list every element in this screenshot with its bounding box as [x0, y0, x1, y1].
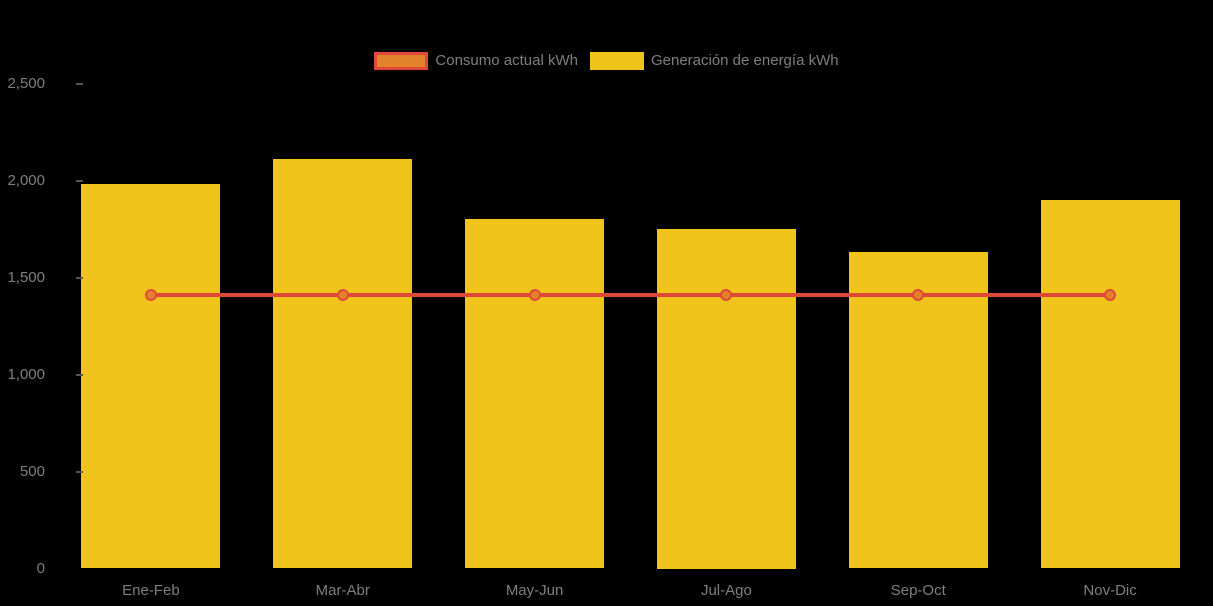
y-tick-label: 500 — [19, 462, 45, 480]
y-tick-mark — [76, 373, 83, 376]
bar-nov-dic[interactable] — [1040, 199, 1180, 569]
line-point-mar-abr[interactable] — [336, 288, 349, 301]
line-point-may-jun[interactable] — [528, 288, 541, 301]
legend-item-consumo-actual[interactable]: Consumo actual kWh — [374, 52, 578, 70]
chart-legend: Consumo actual kWh Generación de energía… — [0, 52, 1213, 70]
x-tick-label: Ene-Feb — [122, 582, 180, 599]
bar-sep-oct[interactable] — [848, 252, 988, 569]
legend-swatch-consumo-icon — [374, 52, 429, 70]
y-tick-mark — [76, 82, 83, 85]
y-tick-label: 1,000 — [7, 365, 45, 383]
legend-label-generacion-energia: Generación de energía kWh — [650, 52, 839, 69]
bar-ene-feb[interactable] — [81, 184, 221, 569]
consumption-line — [150, 292, 1111, 297]
line-point-sep-oct[interactable] — [912, 288, 925, 301]
y-tick-mark — [76, 276, 83, 279]
x-tick-label: May-Jun — [505, 582, 564, 599]
y-tick-label: 2,500 — [7, 74, 45, 92]
y-tick-label: 0 — [36, 559, 45, 577]
y-tick-mark — [76, 470, 83, 473]
line-point-jul-ago[interactable] — [720, 288, 733, 301]
y-tick-label: 2,000 — [7, 171, 45, 189]
y-tick-mark — [76, 179, 83, 182]
x-tick-label: Mar-Abr — [315, 582, 370, 599]
bar-mar-abr[interactable] — [273, 159, 413, 569]
bar-jul-ago[interactable] — [656, 229, 796, 569]
legend-label-consumo-actual: Consumo actual kWh — [435, 52, 578, 69]
line-point-nov-dic[interactable] — [1104, 288, 1117, 301]
x-tick-label: Nov-Dic — [1083, 582, 1137, 599]
legend-swatch-generacion-icon — [589, 52, 644, 70]
bar-may-jun[interactable] — [465, 219, 605, 569]
x-tick-label: Jul-Ago — [700, 582, 752, 599]
y-tick-label: 1,500 — [7, 268, 45, 286]
legend-item-generacion-energia[interactable]: Generación de energía kWh — [589, 52, 839, 70]
line-point-ene-feb[interactable] — [144, 288, 157, 301]
x-tick-label: Sep-Oct — [890, 582, 946, 599]
